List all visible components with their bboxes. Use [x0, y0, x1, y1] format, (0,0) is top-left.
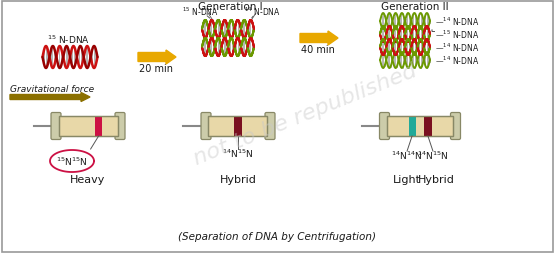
Text: $^{14}$N$^{15}$N: $^{14}$N$^{15}$N	[223, 147, 254, 160]
Bar	[209, 117, 268, 136]
Text: —$^{15}$ N-DNA: —$^{15}$ N-DNA	[435, 29, 480, 41]
Text: Generation I: Generation I	[198, 2, 263, 12]
FancyBboxPatch shape	[51, 113, 61, 140]
FancyArrow shape	[10, 93, 90, 102]
Text: Hybrid: Hybrid	[220, 174, 256, 184]
FancyBboxPatch shape	[2, 2, 553, 252]
Text: 40 min: 40 min	[301, 45, 335, 55]
Bar	[387, 117, 453, 136]
Text: $^{14}$N$^{15}$N: $^{14}$N$^{15}$N	[417, 149, 448, 162]
Bar	[408, 117, 416, 136]
Bar	[387, 117, 453, 136]
Text: 20 min: 20 min	[139, 64, 173, 74]
Text: —$^{14}$ N-DNA: —$^{14}$ N-DNA	[435, 16, 480, 28]
FancyArrow shape	[300, 32, 338, 46]
Text: $^{15}$N$^{15}$N: $^{15}$N$^{15}$N	[57, 155, 88, 168]
FancyBboxPatch shape	[201, 113, 211, 140]
FancyBboxPatch shape	[380, 113, 390, 140]
FancyBboxPatch shape	[115, 113, 125, 140]
Bar	[58, 117, 118, 136]
Text: —$^{14}$ N-DNA: —$^{14}$ N-DNA	[435, 42, 480, 54]
Text: $^{14}$N$^{14}$N: $^{14}$N$^{14}$N	[391, 149, 423, 162]
Text: Heavy: Heavy	[70, 174, 105, 184]
Text: $^{15}$ N-DNA: $^{15}$ N-DNA	[47, 34, 89, 46]
Text: Gravitational force: Gravitational force	[10, 85, 94, 94]
Text: Light: Light	[393, 174, 421, 184]
Text: Hybrid: Hybrid	[417, 174, 455, 184]
Bar	[234, 117, 242, 136]
FancyArrow shape	[138, 51, 176, 65]
Bar	[58, 117, 118, 136]
FancyBboxPatch shape	[265, 113, 275, 140]
Text: (Separation of DNA by Centrifugation): (Separation of DNA by Centrifugation)	[178, 231, 376, 241]
Text: —$^{14}$ N-DNA: —$^{14}$ N-DNA	[435, 55, 480, 67]
Text: $^{15}$ N-DNA: $^{15}$ N-DNA	[181, 6, 218, 18]
FancyBboxPatch shape	[451, 113, 461, 140]
Bar	[95, 117, 102, 136]
Bar	[424, 117, 432, 136]
Text: not to be republished: not to be republished	[190, 61, 420, 168]
Text: $^{14}$ N-DNA: $^{14}$ N-DNA	[244, 6, 280, 18]
Text: Generation II: Generation II	[381, 2, 449, 12]
Bar	[209, 117, 268, 136]
